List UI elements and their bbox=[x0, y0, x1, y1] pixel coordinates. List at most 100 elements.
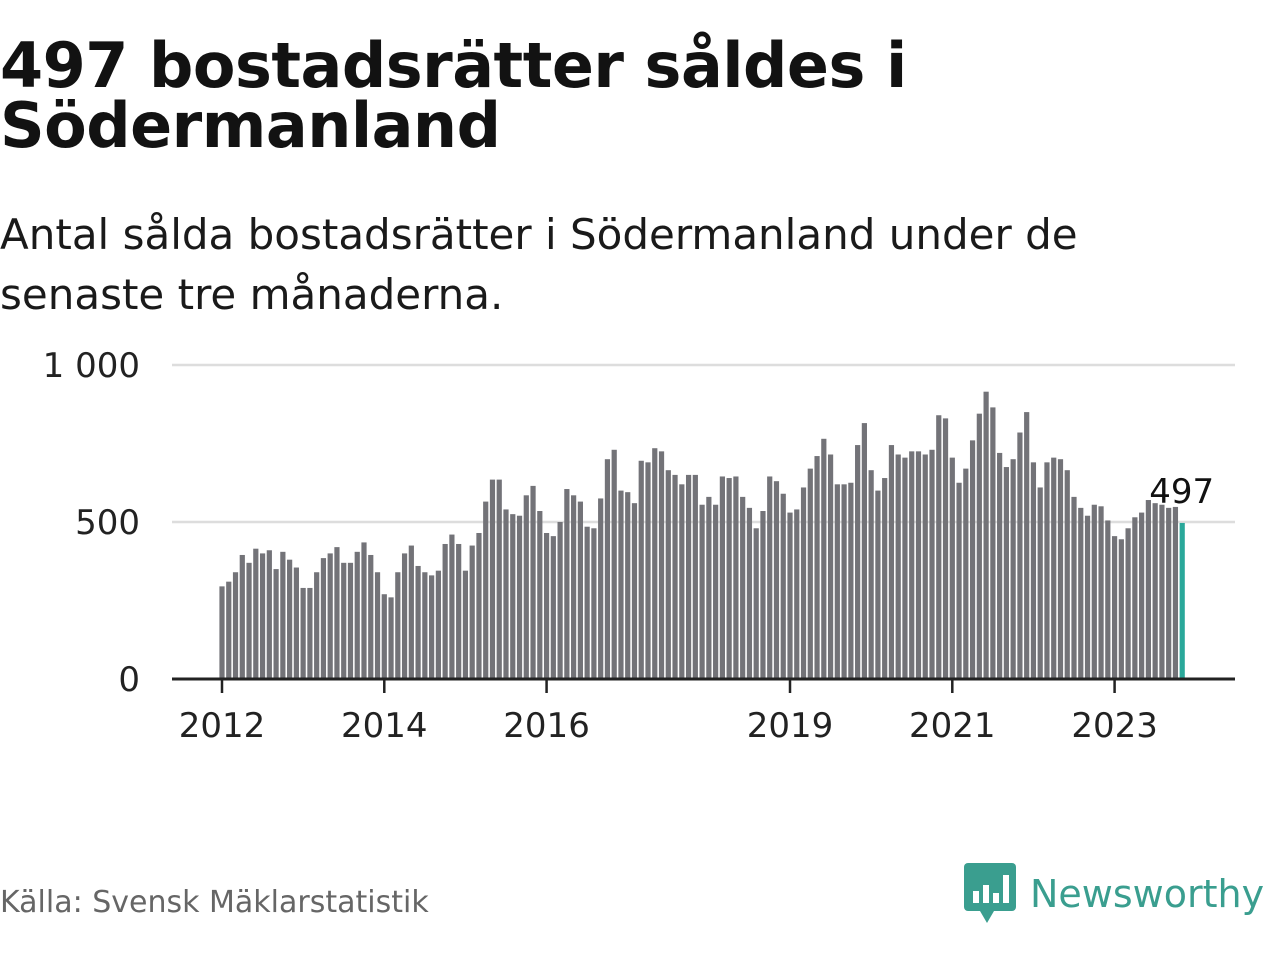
bar bbox=[611, 449, 617, 679]
bar bbox=[1064, 470, 1070, 679]
bar bbox=[537, 511, 543, 679]
bar bbox=[1172, 506, 1179, 679]
bar bbox=[942, 418, 949, 679]
bar bbox=[625, 492, 631, 679]
bar bbox=[814, 456, 820, 679]
bar bbox=[882, 478, 888, 679]
bar bbox=[476, 532, 482, 679]
bar bbox=[1132, 517, 1138, 679]
bar bbox=[983, 391, 989, 679]
bar bbox=[699, 504, 705, 679]
bar bbox=[746, 507, 753, 679]
bar bbox=[361, 542, 367, 679]
bar bbox=[658, 451, 665, 679]
bar bbox=[834, 484, 840, 679]
bar bbox=[1071, 496, 1077, 679]
bar bbox=[692, 474, 698, 679]
bar bbox=[253, 548, 259, 679]
bar bbox=[543, 532, 550, 679]
bar bbox=[368, 554, 374, 679]
bar bbox=[577, 501, 583, 679]
page-subtitle: Antal sålda bostadsrätter i Södermanland… bbox=[0, 210, 1078, 319]
bar bbox=[976, 413, 982, 679]
bar bbox=[963, 468, 969, 679]
bar bbox=[523, 495, 529, 679]
bar bbox=[821, 438, 827, 679]
bar bbox=[733, 476, 739, 679]
bar bbox=[1091, 504, 1097, 679]
bar bbox=[232, 572, 239, 679]
bar bbox=[1030, 462, 1037, 679]
bar bbox=[956, 482, 962, 679]
bar bbox=[395, 572, 401, 679]
bar bbox=[990, 407, 996, 679]
bar bbox=[1017, 432, 1023, 679]
bar bbox=[300, 587, 306, 679]
bar bbox=[868, 470, 874, 679]
bar bbox=[827, 454, 834, 679]
bar bbox=[598, 498, 604, 679]
bar bbox=[888, 445, 895, 679]
bar bbox=[895, 454, 901, 679]
bar bbox=[550, 536, 556, 679]
bar bbox=[685, 474, 692, 679]
brand-name: Newsworthy bbox=[1030, 872, 1265, 916]
bar bbox=[902, 457, 908, 679]
bar bbox=[1037, 487, 1043, 679]
bar bbox=[800, 487, 807, 679]
bar bbox=[618, 490, 624, 679]
bar bbox=[435, 570, 441, 679]
bar bbox=[516, 515, 523, 679]
bar bbox=[631, 503, 638, 679]
bar bbox=[1139, 512, 1145, 679]
bar bbox=[401, 553, 408, 679]
x-tick-label: 2023 bbox=[1071, 706, 1158, 746]
bar bbox=[442, 543, 448, 679]
bar bbox=[780, 493, 786, 679]
bar bbox=[273, 569, 279, 679]
bar bbox=[773, 481, 780, 679]
bar bbox=[672, 474, 678, 679]
labels: 0 500 1 000 2012 2014 2016 2019 2021 2023 497 bbox=[43, 346, 1215, 746]
bar bbox=[456, 543, 462, 679]
bar bbox=[753, 528, 759, 679]
bar bbox=[652, 448, 658, 679]
bar bbox=[848, 482, 854, 679]
bar bbox=[726, 478, 732, 679]
bar bbox=[530, 485, 536, 679]
newsworthy-logo-icon bbox=[964, 863, 1016, 923]
bar bbox=[1051, 457, 1057, 679]
bar bbox=[645, 462, 651, 679]
bar bbox=[287, 559, 293, 679]
bar bbox=[381, 594, 387, 679]
bar bbox=[483, 501, 489, 679]
bar bbox=[787, 512, 793, 679]
x-tick-label: 2019 bbox=[747, 706, 834, 746]
bar bbox=[462, 570, 469, 679]
bar bbox=[571, 495, 577, 679]
bar bbox=[239, 554, 245, 679]
bar bbox=[259, 553, 266, 679]
bar bbox=[915, 451, 922, 679]
bar bbox=[293, 567, 299, 679]
bar bbox=[327, 553, 333, 679]
bar bbox=[1044, 462, 1050, 679]
bars bbox=[219, 391, 1185, 679]
bar bbox=[347, 562, 354, 679]
x-tick-label: 2014 bbox=[341, 706, 428, 746]
bar bbox=[489, 479, 496, 679]
brand-logo-link[interactable]: Newsworthy bbox=[964, 862, 1264, 926]
bar bbox=[719, 476, 725, 679]
bar bbox=[334, 547, 340, 679]
bar bbox=[429, 575, 435, 679]
bar bbox=[246, 562, 252, 679]
bar bbox=[706, 496, 712, 679]
bar bbox=[604, 459, 611, 679]
y-tick-label: 500 bbox=[75, 503, 140, 543]
bar bbox=[564, 489, 570, 679]
bar bbox=[557, 522, 563, 679]
bar bbox=[841, 484, 847, 679]
bar bbox=[591, 528, 597, 679]
bar bbox=[408, 545, 414, 679]
bar bbox=[1057, 459, 1064, 679]
